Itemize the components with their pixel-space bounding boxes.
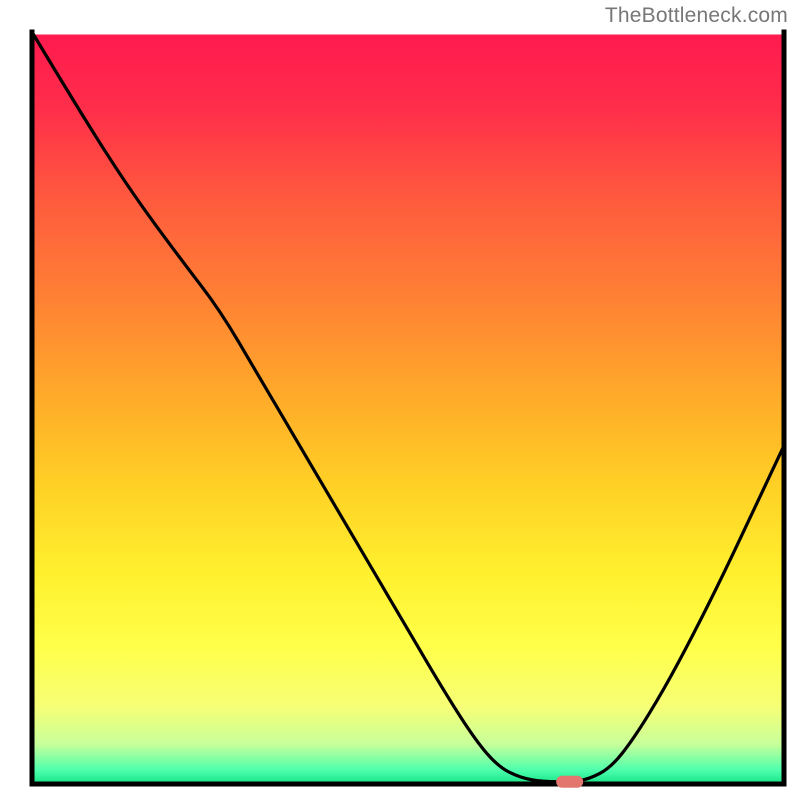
optimal-marker bbox=[556, 776, 583, 788]
watermark-text: TheBottleneck.com bbox=[605, 4, 788, 28]
bottleneck-chart: TheBottleneck.com bbox=[0, 0, 800, 800]
chart-svg bbox=[0, 0, 800, 800]
chart-background bbox=[35, 35, 782, 782]
